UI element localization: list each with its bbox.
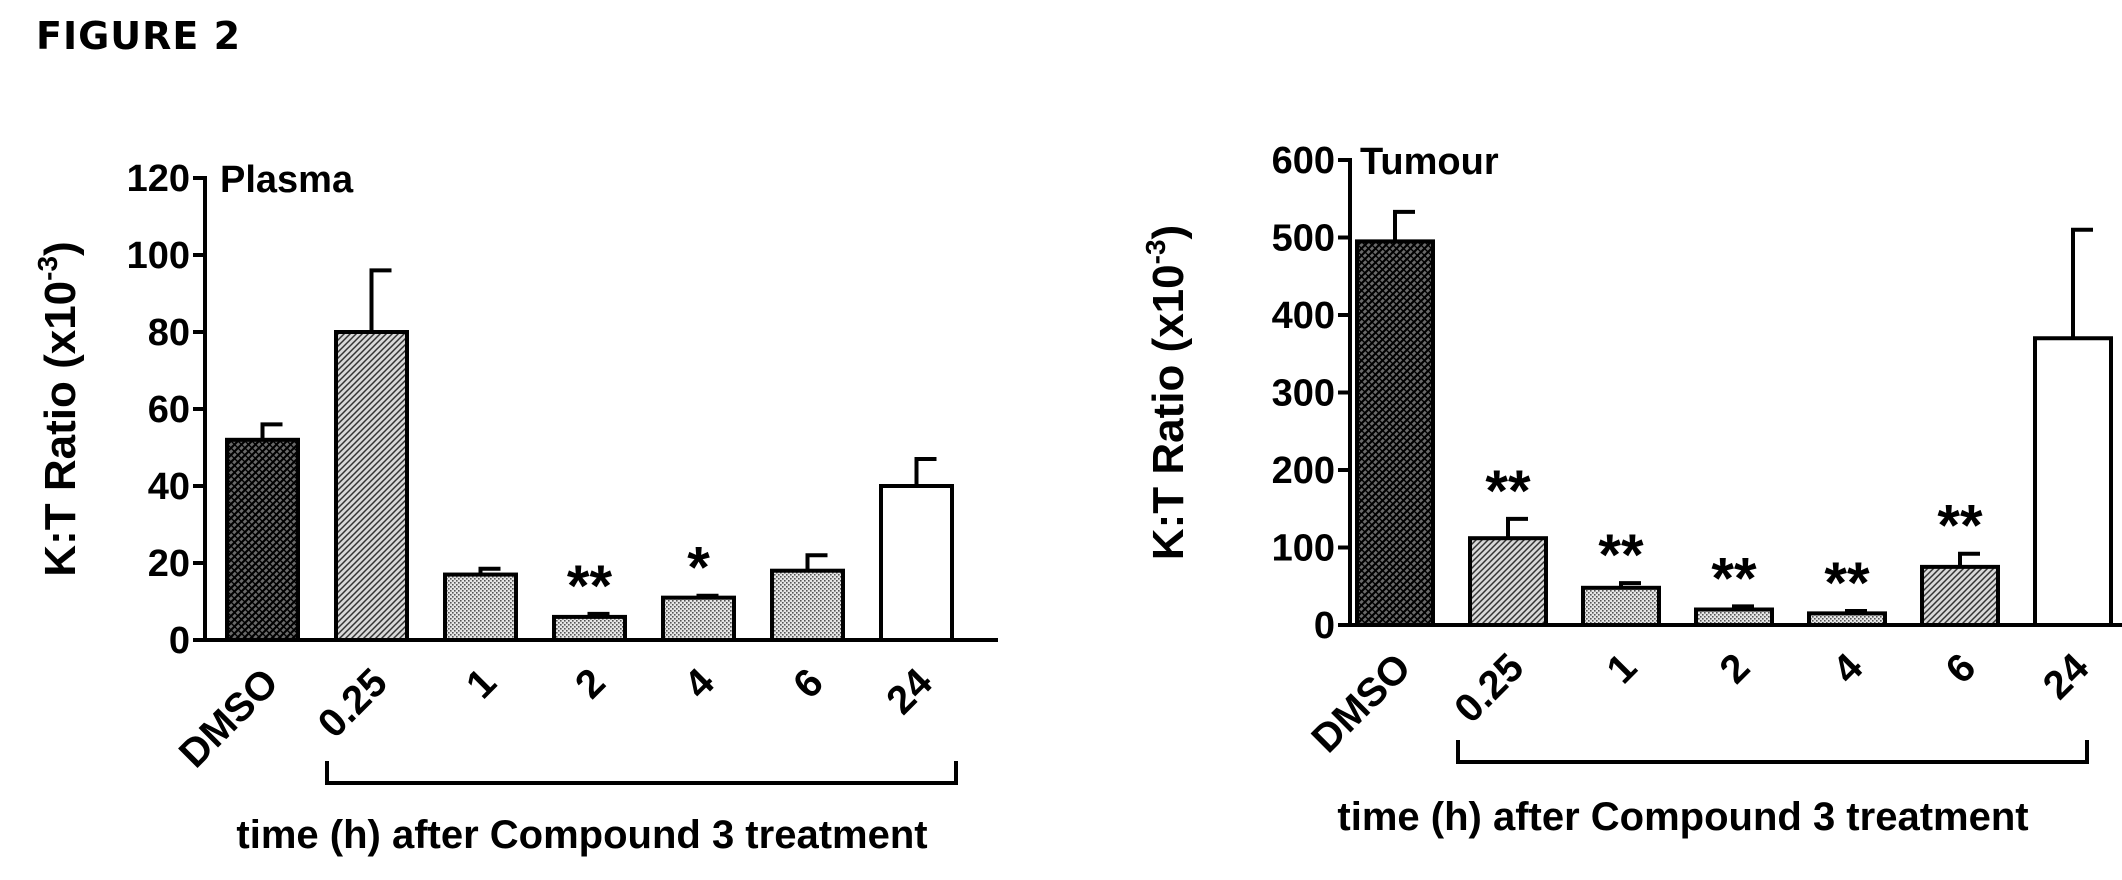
plasma-x-tick-label: 0.25 bbox=[310, 660, 396, 746]
tumour-significance-label: ** bbox=[1824, 551, 1870, 616]
plasma-chart-panel: 0 20 40 60 80 100 120 Plasma K:T Ratio (x10-3) DM… bbox=[32, 158, 998, 857]
plasma-significance-label: * bbox=[687, 536, 710, 601]
plasma-x-tick-label: 24 bbox=[878, 660, 941, 723]
tumour-significance-label: ** bbox=[1485, 459, 1531, 524]
plasma-bar-2 bbox=[552, 614, 627, 643]
tumour-bar-DMSO bbox=[1355, 239, 1435, 627]
tumour-x-tick-label: 2 bbox=[1712, 645, 1759, 692]
plasma-significance-label: ** bbox=[567, 554, 613, 619]
plasma-x-tick-label: DMSO bbox=[171, 660, 287, 776]
plasma-bar-4 bbox=[661, 595, 736, 643]
tumour-significance-label: ** bbox=[1937, 494, 1983, 559]
tumour-x-tick-label: DMSO bbox=[1303, 645, 1419, 761]
plasma-x-tick-label: 1 bbox=[458, 660, 505, 707]
tumour-y-tick-label: 200 bbox=[1272, 450, 1335, 492]
plasma-x-tick-label: 4 bbox=[676, 660, 723, 707]
tumour-time-bracket bbox=[1456, 740, 2089, 764]
plasma-time-bracket bbox=[325, 761, 958, 785]
tumour-x-tick-label: 24 bbox=[2035, 645, 2098, 708]
plasma-y-tick-label: 80 bbox=[148, 312, 190, 354]
tumour-significance-label: ** bbox=[1598, 523, 1644, 588]
plasma-y-tick-label: 60 bbox=[148, 389, 190, 431]
tumour-bar-2 bbox=[1694, 607, 1774, 627]
tumour-bar-24 bbox=[2033, 336, 2113, 627]
plasma-y-tick-label: 20 bbox=[148, 543, 190, 585]
plasma-bar-24 bbox=[879, 484, 954, 642]
plasma-y-axis-label: K:T Ratio (x10-3) bbox=[32, 241, 85, 576]
tumour-y-tick-label: 0 bbox=[1314, 605, 1335, 647]
plasma-x-axis-label: time (h) after Compound 3 treatment bbox=[236, 813, 927, 857]
plasma-chart-title: Plasma bbox=[220, 159, 354, 201]
tumour-y-tick-label: 100 bbox=[1272, 528, 1335, 570]
tumour-y-axis-label: K:T Ratio (x10-3) bbox=[1140, 225, 1193, 560]
tumour-chart-title: Tumour bbox=[1360, 141, 1499, 183]
tumour-x-tick-label: 1 bbox=[1599, 645, 1646, 692]
tumour-y-tick-label: 600 bbox=[1272, 140, 1335, 182]
plasma-bar-0.25 bbox=[334, 330, 409, 642]
tumour-x-tick-label: 4 bbox=[1825, 645, 1872, 692]
tumour-chart-panel: 0 100 200 300 400 500 600 Tumour K:T Ratio (x10-… bbox=[1140, 140, 2122, 839]
tumour-significance-label: ** bbox=[1711, 546, 1757, 611]
plasma-y-tick-label: 40 bbox=[148, 466, 190, 508]
figure-label: FIGURE 2 bbox=[36, 14, 242, 58]
tumour-bar-4 bbox=[1807, 611, 1887, 627]
plasma-bar-6 bbox=[770, 568, 845, 643]
tumour-y-tick-label: 300 bbox=[1272, 373, 1335, 415]
plasma-x-tick-label: 6 bbox=[785, 660, 832, 707]
tumour-y-tick-label: 500 bbox=[1272, 218, 1335, 260]
tumour-bar-0.25 bbox=[1468, 536, 1548, 628]
plasma-y-tick-label: 0 bbox=[169, 620, 190, 662]
tumour-bar-1 bbox=[1581, 585, 1661, 627]
tumour-bar-6 bbox=[1920, 564, 2000, 627]
tumour-y-tick-label: 400 bbox=[1272, 295, 1335, 337]
tumour-x-tick-label: 6 bbox=[1938, 645, 1985, 692]
plasma-y-tick-label: 120 bbox=[127, 158, 190, 200]
plasma-bar-DMSO bbox=[225, 437, 300, 642]
plasma-y-tick-label: 100 bbox=[127, 235, 190, 277]
tumour-x-axis-label: time (h) after Compound 3 treatment bbox=[1337, 795, 2028, 839]
tumour-x-tick-label: 0.25 bbox=[1446, 645, 1532, 731]
plasma-x-tick-label: 2 bbox=[567, 660, 614, 707]
plasma-bar-1 bbox=[443, 572, 518, 642]
